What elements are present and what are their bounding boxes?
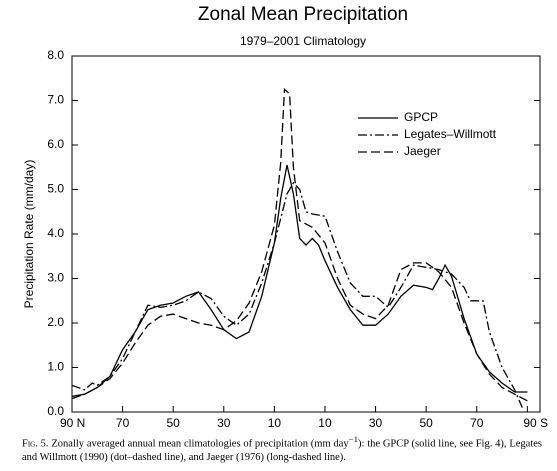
chart-title: Zonal Mean Precipitation — [198, 4, 408, 25]
legend-label: Legates–Willmott — [404, 127, 497, 141]
x-tick-label: 30 — [369, 416, 383, 430]
series-line — [71, 164, 528, 398]
x-tick-label: 70 — [116, 416, 130, 430]
y-tick-label: 7.0 — [47, 93, 64, 107]
x-tick-label: 70 — [470, 416, 484, 430]
x-tick-label: 50 — [167, 416, 181, 430]
figure-caption: Fig. 5. Zonally averaged annual mean cli… — [22, 433, 542, 464]
caption-text: Zonally averaged annual mean climatologi… — [51, 438, 349, 450]
x-tick-label: 10 — [268, 416, 282, 430]
series-line — [71, 88, 528, 402]
y-tick-label: 1.0 — [47, 360, 64, 374]
plot-frame — [71, 55, 541, 413]
x-tick-label: 10 — [318, 416, 332, 430]
x-tick-label: 90 S — [523, 416, 548, 430]
y-tick-label: 4.0 — [47, 226, 64, 240]
y-axis-label: Precipitation Rate (mm/day) — [22, 160, 36, 309]
x-tick-label: 50 — [419, 416, 433, 430]
y-tick-label: 5.0 — [47, 182, 64, 196]
chart-subtitle: 1979–2001 Climatology — [240, 34, 366, 48]
y-tick-label: 6.0 — [47, 137, 64, 151]
y-tick-label: 2.0 — [47, 315, 64, 329]
legend-label: Jaeger — [404, 144, 441, 158]
y-tick-label: 3.0 — [47, 271, 64, 285]
y-tick-label: 8.0 — [47, 48, 64, 62]
series-line — [71, 181, 523, 408]
legend-label: GPCP — [404, 110, 438, 124]
x-tick-label: 30 — [217, 416, 231, 430]
caption-text: ): the GPCP (solid line, see Fig. 4), Le… — [22, 438, 543, 463]
caption-superscript: −1 — [348, 434, 358, 444]
y-tick-label: 0.0 — [47, 404, 64, 418]
chart: Zonal Mean Precipitation 1979–2001 Clima… — [22, 4, 548, 430]
x-tick-label: 90 N — [60, 416, 85, 430]
caption-label: Fig. 5. — [22, 438, 49, 450]
